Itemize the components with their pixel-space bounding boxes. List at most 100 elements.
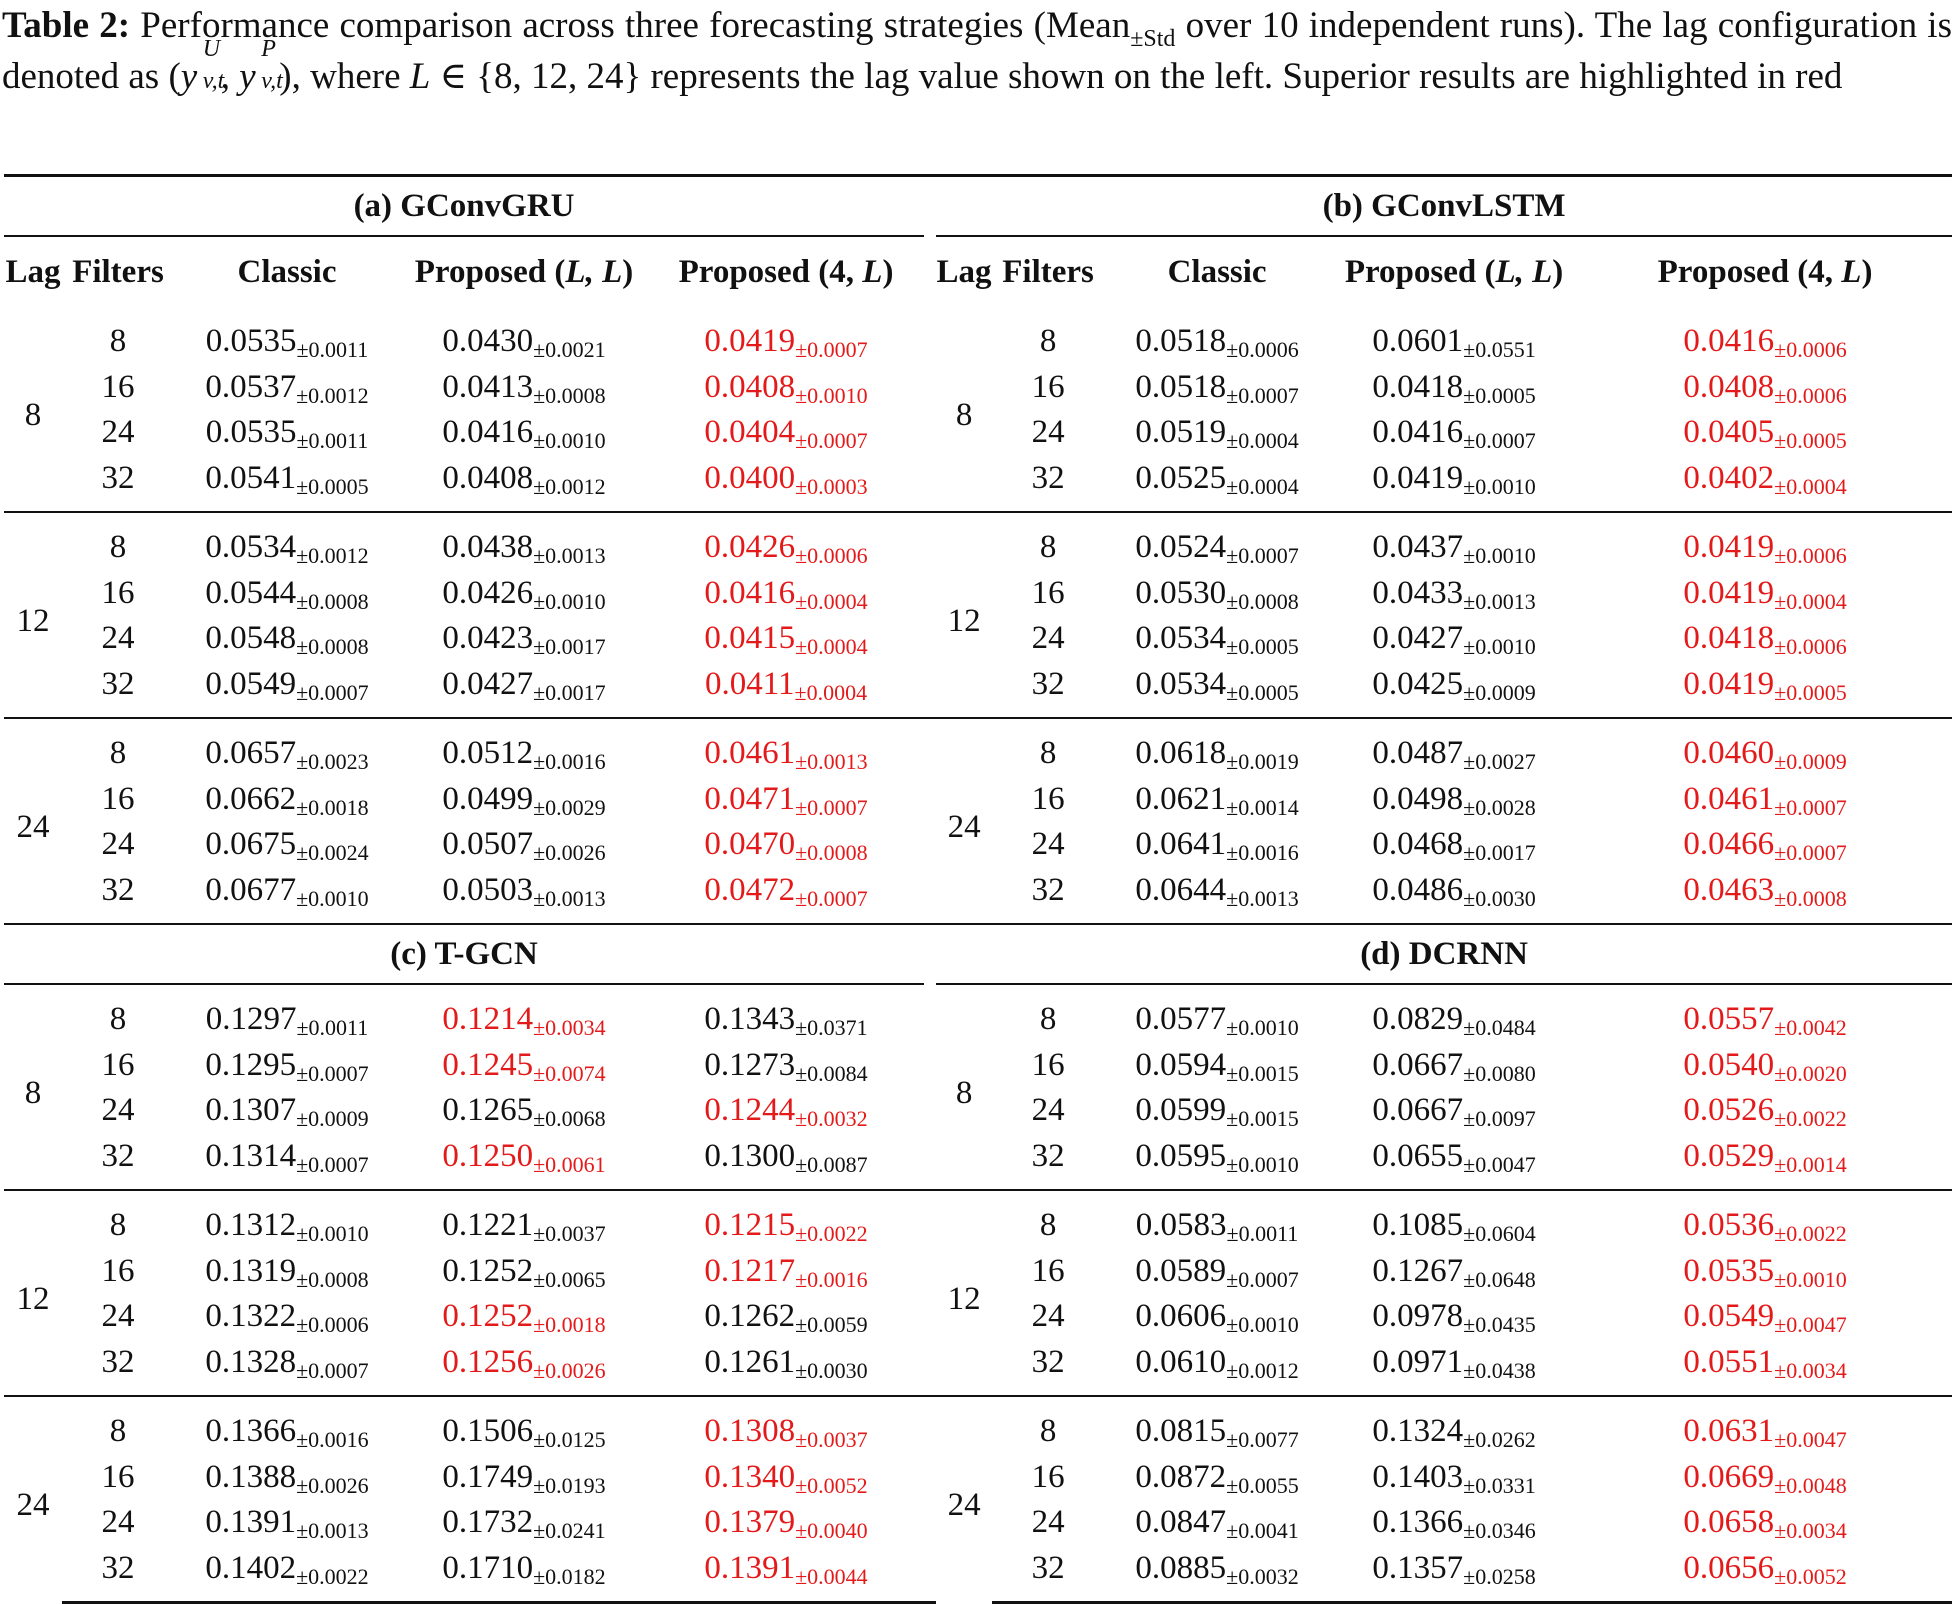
std-value: ±0.0193 [533, 1472, 606, 1498]
proposed-ll-cell: 0.0971±0.0438 [1330, 1340, 1578, 1397]
mean-value: 0.0540 [1683, 1046, 1775, 1083]
classic-cell: 0.0548±0.0008 [174, 616, 400, 662]
filters-cell: 8 [62, 717, 174, 777]
std-value: ±0.0084 [795, 1060, 868, 1086]
std-value: ±0.0008 [296, 1266, 369, 1292]
gap [924, 571, 936, 617]
mean-value: 0.0416 [1683, 323, 1775, 360]
proposed-4l-cell: 0.0461±0.0007 [1578, 777, 1952, 823]
classic-cell: 0.0594±0.0015 [1104, 1043, 1330, 1089]
mean-value: 0.1749 [442, 1458, 534, 1495]
classic-cell: 0.0675±0.0024 [174, 822, 400, 868]
mean-value: 0.1300 [704, 1137, 796, 1174]
mean-value: 0.1343 [704, 1001, 796, 1038]
table-caption: Table 2: Performance comparison across t… [2, 0, 1952, 102]
std-value: ±0.0034 [1774, 1518, 1847, 1544]
col-proposed-4l-right: Proposed (4, L) [1657, 253, 1873, 290]
mean-value: 0.0601 [1372, 323, 1464, 360]
proposed-ll-cell: 0.1085±0.0604 [1330, 1189, 1579, 1249]
mean-value: 0.0404 [704, 414, 796, 451]
mean-value: 0.0426 [704, 529, 796, 566]
std-value: ±0.0068 [533, 1106, 606, 1132]
classic-cell: 0.0595±0.0010 [1104, 1134, 1330, 1191]
col-lag-left: Lag [5, 253, 61, 290]
classic-cell: 0.1314±0.0007 [174, 1134, 400, 1191]
std-value: ±0.0182 [533, 1563, 606, 1589]
mean-value: 0.0419 [1683, 574, 1775, 611]
mean-value: 0.0535 [205, 323, 297, 360]
mean-value: 0.0599 [1135, 1092, 1227, 1129]
proposed-4l-cell: 0.1300±0.0087 [648, 1134, 924, 1191]
mean-value: 0.0583 [1135, 1207, 1227, 1244]
classic-cell: 0.1319±0.0008 [174, 1249, 400, 1295]
mean-value: 0.0662 [205, 780, 297, 817]
proposed-4l-cell: 0.0669±0.0048 [1578, 1455, 1952, 1501]
std-value: ±0.0005 [1226, 679, 1299, 705]
table-row: 32 0.1328±0.0007 0.1256±0.0026 0.1261±0.003… [4, 1340, 1952, 1397]
std-value: ±0.0014 [1226, 794, 1299, 820]
mean-value: 0.0885 [1135, 1549, 1227, 1586]
std-value: ±0.0008 [1774, 885, 1847, 911]
classic-cell: 0.0530±0.0008 [1104, 571, 1330, 617]
classic-cell: 0.1307±0.0009 [174, 1088, 400, 1134]
mean-value: 0.0512 [442, 735, 534, 772]
std-value: ±0.0016 [795, 1266, 868, 1292]
proposed-4l-cell: 0.0529±0.0014 [1578, 1134, 1952, 1191]
std-value: ±0.0006 [1226, 337, 1299, 363]
filters-cell: 16 [1031, 574, 1065, 611]
classic-cell: 0.1366±0.0016 [174, 1395, 400, 1455]
std-value: ±0.0022 [795, 1221, 868, 1247]
std-value: ±0.0047 [1463, 1151, 1536, 1177]
mean-value: 0.1245 [442, 1046, 534, 1083]
proposed-ll-cell: 0.1357±0.0258 [1330, 1545, 1579, 1604]
std-value: ±0.0037 [533, 1221, 606, 1247]
proposed-ll-cell: 0.1403±0.0331 [1330, 1455, 1578, 1501]
std-value: ±0.0027 [1463, 749, 1536, 775]
std-value: ±0.0015 [1226, 1060, 1299, 1086]
proposed-ll-cell: 0.0512±0.0016 [400, 717, 648, 777]
std-value: ±0.0006 [1774, 543, 1847, 569]
mean-value: 0.0437 [1372, 529, 1464, 566]
classic-cell: 0.0621±0.0014 [1104, 777, 1330, 823]
std-value: ±0.0077 [1226, 1427, 1299, 1453]
classic-cell: 0.1312±0.0010 [174, 1189, 400, 1249]
std-value: ±0.0013 [533, 885, 606, 911]
proposed-4l-cell: 0.1261±0.0030 [648, 1340, 924, 1397]
panel-title: (c) T-GCN [4, 923, 925, 985]
mean-value: 0.0415 [704, 620, 796, 657]
mean-value: 0.0416 [1372, 414, 1464, 451]
table-row: 24 8 0.0657±0.0023 0.0512±0.0016 0.0461±0.00… [4, 717, 1953, 924]
proposed-ll-cell: 0.0487±0.0027 [1330, 717, 1579, 777]
proposed-4l-cell: 0.0426±0.0006 [648, 511, 925, 571]
std-value: ±0.0648 [1463, 1266, 1536, 1292]
proposed-ll-cell: 0.0416±0.0010 [400, 410, 648, 456]
filters-cell: 24 [101, 414, 135, 451]
mean-value: 0.1267 [1372, 1252, 1464, 1289]
filters-cell: 16 [1031, 780, 1065, 817]
std-value: ±0.0030 [1463, 885, 1536, 911]
proposed-4l-cell: 0.0416±0.0006 [1578, 307, 1952, 365]
mean-value: 0.0402 [1683, 459, 1775, 496]
proposed-4l-cell: 0.0557±0.0042 [1578, 984, 1952, 1043]
proposed-ll-cell: 0.0416±0.0007 [1330, 410, 1578, 456]
caption-comma: , [220, 56, 240, 97]
std-value: ±0.0074 [533, 1060, 606, 1086]
std-value: ±0.0011 [296, 1015, 369, 1041]
classic-cell: 0.0535±0.0011 [174, 307, 400, 365]
mean-value: 0.0549 [205, 665, 297, 702]
std-value: ±0.0007 [296, 679, 369, 705]
mean-value: 0.0425 [1372, 665, 1464, 702]
std-value: ±0.0024 [296, 840, 369, 866]
std-value: ±0.0029 [533, 794, 606, 820]
proposed-ll-cell: 0.0667±0.0097 [1330, 1088, 1578, 1134]
mean-value: 0.1391 [704, 1549, 796, 1586]
col-filters-left: Filters [72, 253, 164, 290]
filters-cell: 16 [101, 780, 135, 817]
mean-value: 0.0872 [1135, 1458, 1227, 1495]
mean-value: 0.0847 [1135, 1504, 1227, 1541]
mean-value: 0.0408 [1683, 368, 1775, 405]
std-value: ±0.0016 [296, 1427, 369, 1453]
std-value: ±0.0087 [795, 1151, 868, 1177]
table-row: 16 0.0544±0.0008 0.0426±0.0010 0.0416±0.000… [4, 571, 1952, 617]
